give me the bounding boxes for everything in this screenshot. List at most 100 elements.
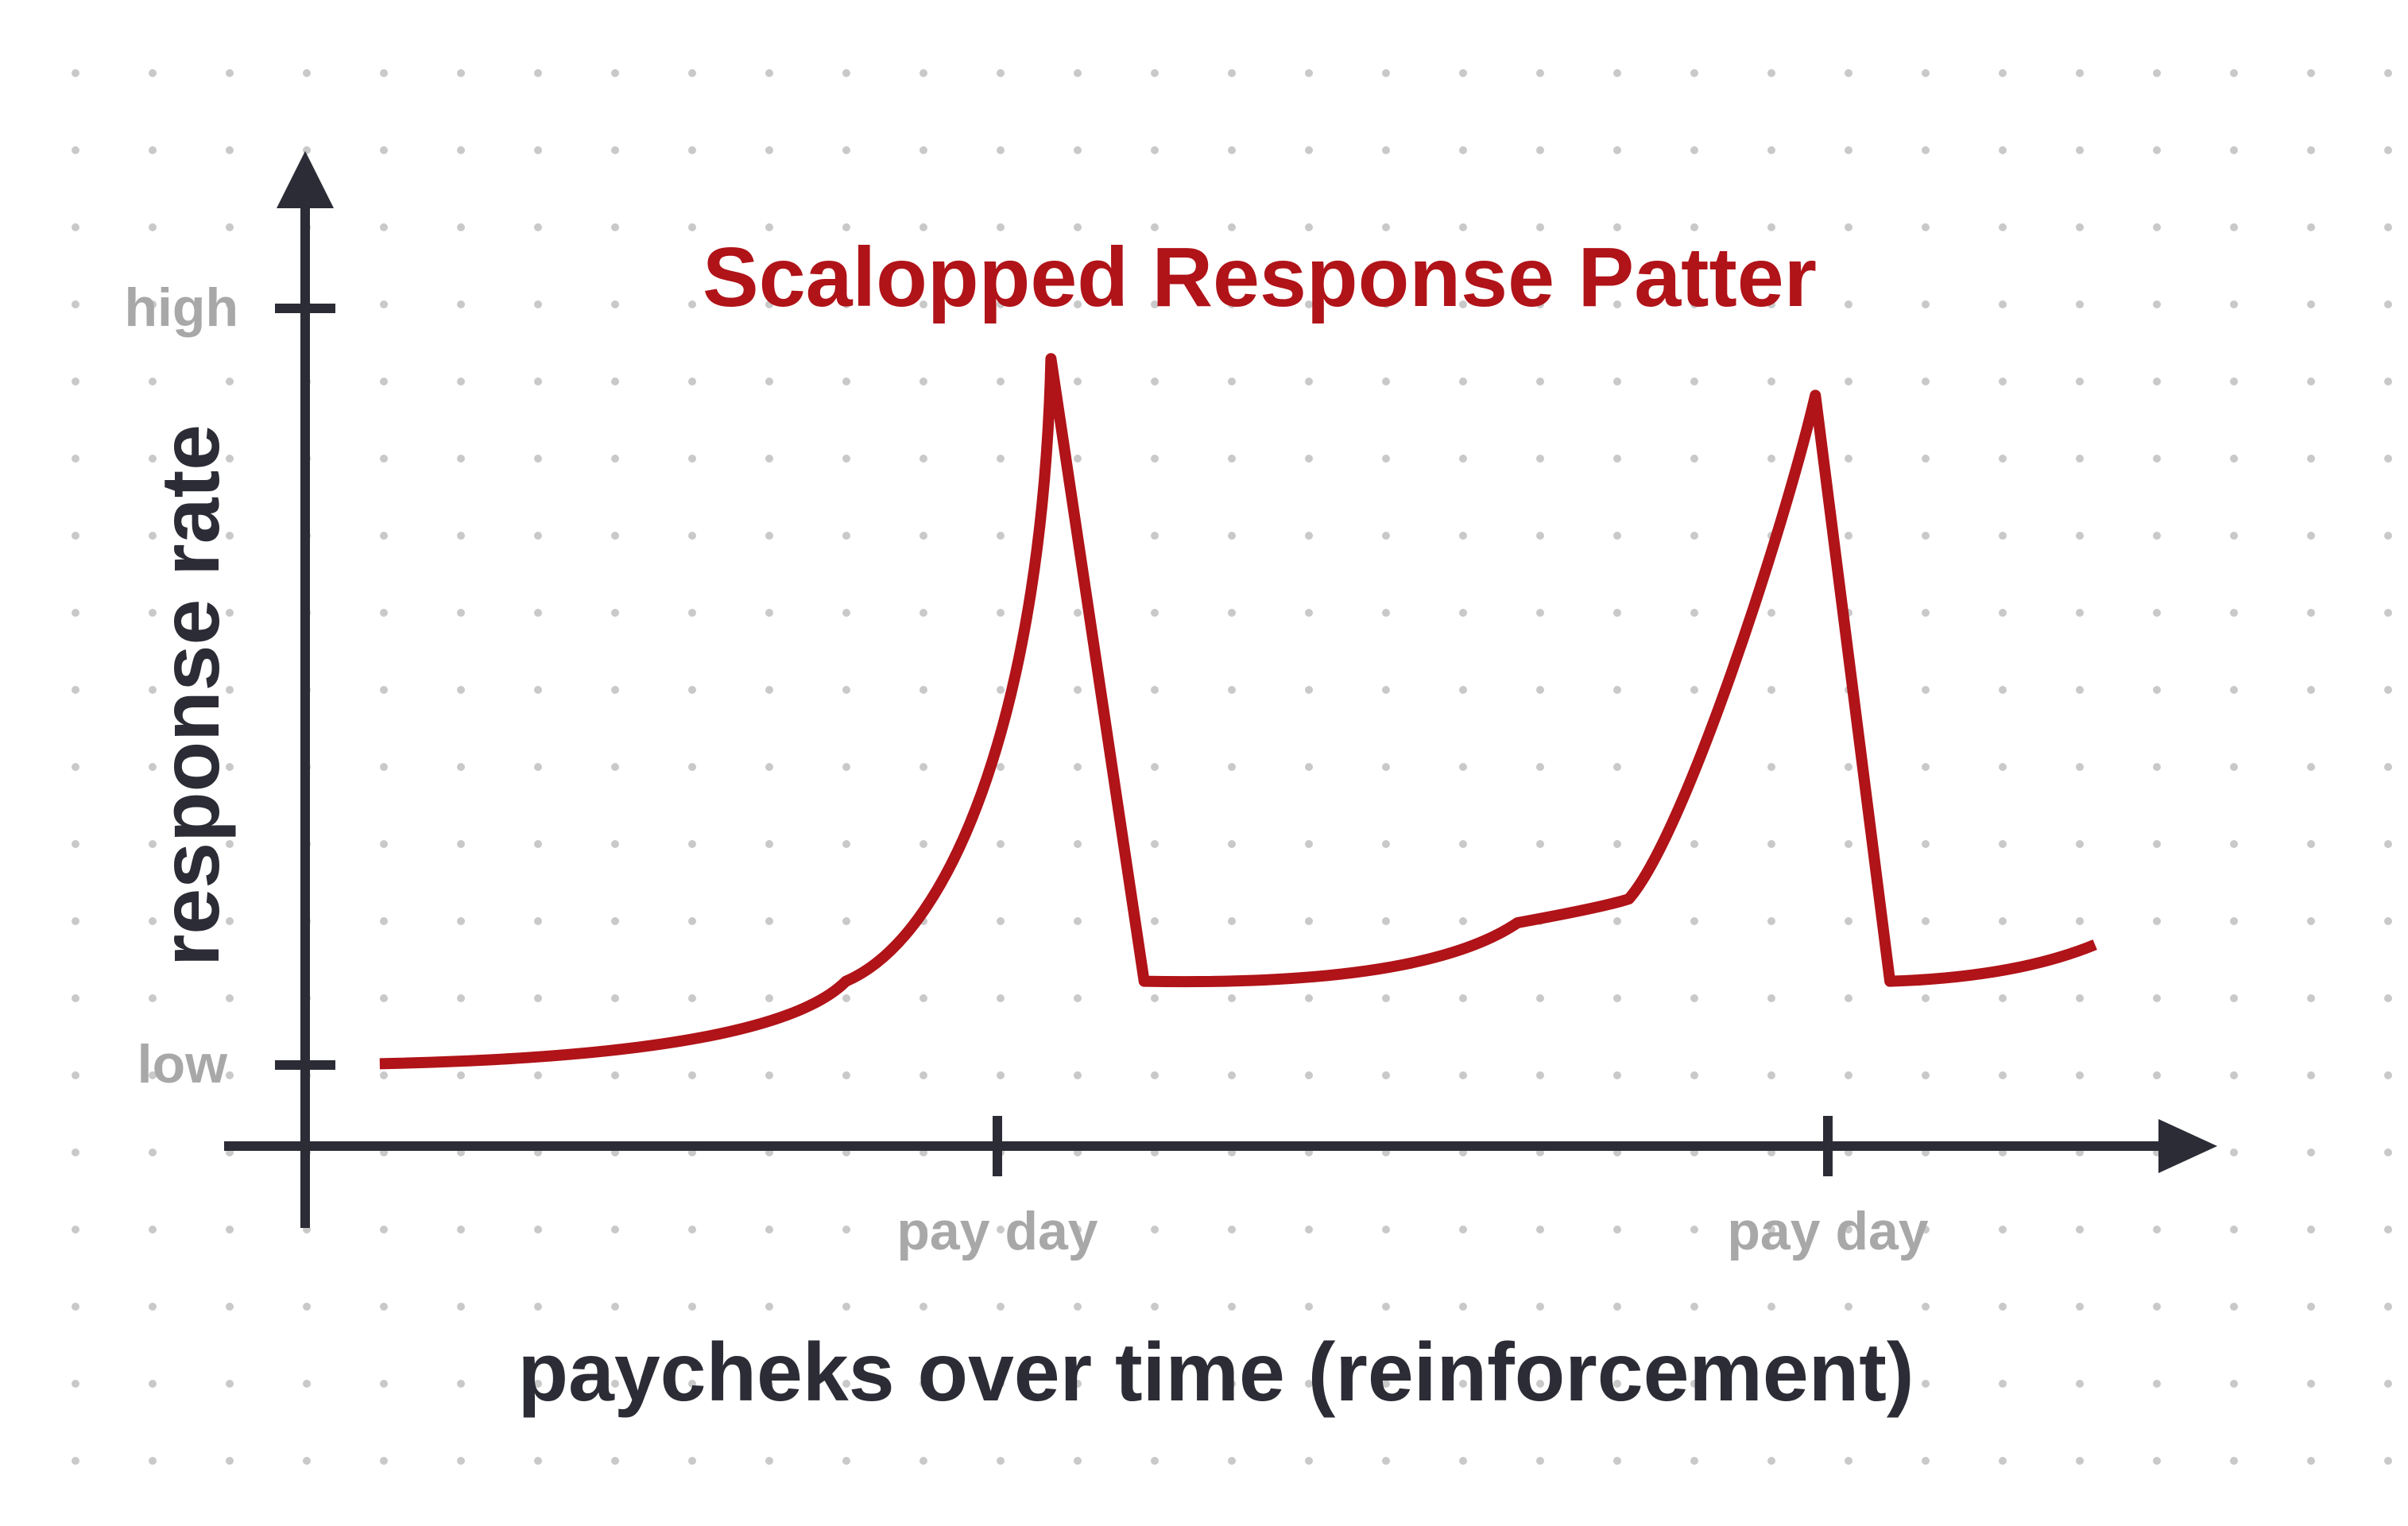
grid-dot	[457, 686, 465, 694]
grid-dot	[997, 686, 1005, 694]
grid-dot	[226, 300, 234, 308]
grid-dot	[1536, 378, 1544, 385]
grid-dot	[2307, 840, 2315, 848]
grid-dot	[72, 223, 79, 231]
grid-dot	[842, 300, 850, 308]
grid-dot	[2384, 917, 2392, 925]
grid-dot	[1690, 1226, 1698, 1234]
grid-dot	[380, 1380, 388, 1388]
grid-dot	[149, 1226, 157, 1234]
grid-dot	[1845, 300, 1852, 308]
grid-dot	[765, 917, 773, 925]
grid-dot	[2230, 994, 2238, 1002]
grid-dot	[1690, 532, 1698, 540]
grid-dot	[1228, 609, 1236, 617]
grid-dot	[2384, 840, 2392, 848]
grid-dot	[1922, 223, 1930, 231]
grid-dot	[1845, 1303, 1852, 1311]
grid-dot	[1228, 1071, 1236, 1079]
grid-dot	[765, 1303, 773, 1311]
grid-dot	[919, 686, 927, 694]
grid-dot	[2153, 532, 2161, 540]
grid-dot	[457, 455, 465, 463]
grid-dot	[1690, 1380, 1698, 1388]
grid-dot	[1613, 1457, 1621, 1465]
grid-dot	[2384, 146, 2392, 154]
grid-dot	[149, 146, 157, 154]
grid-dot	[2230, 300, 2238, 308]
grid-dot	[842, 609, 850, 617]
grid-dot	[1459, 532, 1467, 540]
grid-dot	[2076, 917, 2084, 925]
grid-dot	[919, 146, 927, 154]
grid-dot	[1613, 1226, 1621, 1234]
grid-dot	[1999, 532, 2007, 540]
grid-dot	[2153, 1380, 2161, 1388]
grid-dot	[1228, 1380, 1236, 1388]
grid-dot	[226, 763, 234, 771]
grid-dot	[534, 223, 542, 231]
grid-dot	[1228, 1303, 1236, 1311]
grid-dot	[1151, 1457, 1159, 1465]
grid-dot	[1382, 994, 1390, 1002]
grid-dot	[1767, 455, 1775, 463]
grid-dot	[1305, 455, 1313, 463]
grid-dot	[919, 455, 927, 463]
grid-dot	[1536, 455, 1544, 463]
grid-dot	[765, 1226, 773, 1234]
grid-dot	[1845, 455, 1852, 463]
grid-dot	[1459, 146, 1467, 154]
grid-dot	[1305, 1226, 1313, 1234]
grid-dot	[380, 840, 388, 848]
grid-dot	[611, 763, 619, 771]
grid-dot	[1999, 1457, 2007, 1465]
grid-dot	[226, 223, 234, 231]
grid-dot	[2076, 1226, 2084, 1234]
grid-dot	[149, 917, 157, 925]
grid-dot	[149, 378, 157, 385]
grid-dot	[765, 455, 773, 463]
grid-dot	[1767, 1071, 1775, 1079]
grid-dot	[919, 994, 927, 1002]
grid-dot	[1305, 609, 1313, 617]
grid-dot	[380, 1303, 388, 1311]
grid-dot	[226, 146, 234, 154]
grid-dot	[1690, 300, 1698, 308]
grid-dot	[1459, 917, 1467, 925]
chart-title: Scalopped Response Patter	[703, 230, 1817, 324]
grid-dot	[2230, 1148, 2238, 1156]
grid-dot	[457, 994, 465, 1002]
grid-dot	[2076, 686, 2084, 694]
grid-dot	[149, 1380, 157, 1388]
grid-dot	[2076, 146, 2084, 154]
grid-dot	[226, 1457, 234, 1465]
grid-dot	[226, 69, 234, 77]
grid-dot	[1382, 917, 1390, 925]
grid-dot	[2384, 994, 2392, 1002]
grid-dot	[1690, 1303, 1698, 1311]
grid-dot	[72, 300, 79, 308]
grid-dot	[2230, 455, 2238, 463]
grid-dot	[1613, 686, 1621, 694]
grid-dot	[303, 1457, 311, 1465]
grid-dot	[2307, 1071, 2315, 1079]
grid-dot	[226, 686, 234, 694]
grid-dot	[1151, 1303, 1159, 1311]
grid-dot	[997, 69, 1005, 77]
grid-dot	[688, 1226, 696, 1234]
grid-dot	[1382, 532, 1390, 540]
grid-dot	[919, 763, 927, 771]
grid-dot	[1305, 146, 1313, 154]
grid-dot	[842, 69, 850, 77]
grid-dot	[611, 146, 619, 154]
grid-dot	[1536, 69, 1544, 77]
grid-dot	[1382, 455, 1390, 463]
grid-dot	[1999, 609, 2007, 617]
grid-dot	[1536, 1380, 1544, 1388]
grid-dot	[457, 223, 465, 231]
grid-dot	[380, 378, 388, 385]
grid-dot	[1999, 223, 2007, 231]
grid-dot	[2230, 1380, 2238, 1388]
grid-dot	[2307, 223, 2315, 231]
grid-dot	[1922, 840, 1930, 848]
